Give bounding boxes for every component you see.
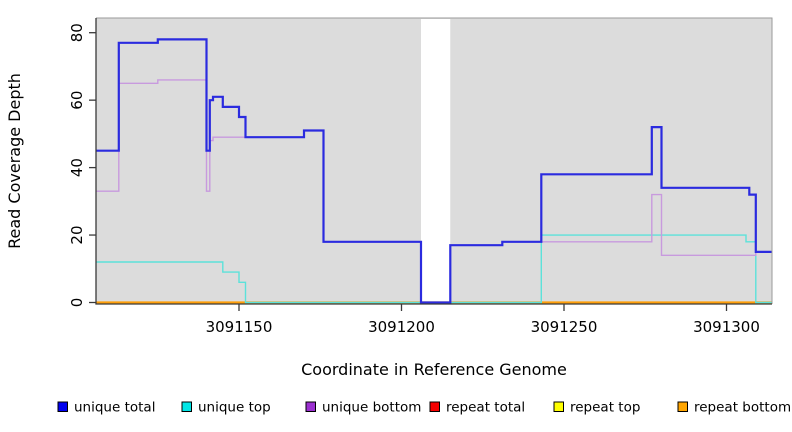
x-tick-label: 3091250 xyxy=(531,318,598,336)
legend-label-unique-bottom: unique bottom xyxy=(322,400,421,416)
legend-label-repeat-bottom: repeat bottom xyxy=(694,400,791,416)
x-tick-label: 3091150 xyxy=(206,318,273,336)
panel-border-topright xyxy=(96,17,773,304)
legend-swatch-repeat-top xyxy=(553,401,564,412)
series-layer xyxy=(96,38,772,304)
gap-region xyxy=(421,19,451,303)
y-tick-label: 40 xyxy=(68,158,86,177)
x-tick-label: 3091300 xyxy=(693,318,760,336)
panel-border-axes xyxy=(95,18,772,305)
legend-item-repeat-top: repeat top xyxy=(553,400,640,416)
y-axis-title: Read Coverage Depth xyxy=(5,73,24,249)
legend-swatch-unique-total xyxy=(57,401,68,412)
legend-item-repeat-total: repeat total xyxy=(429,400,525,416)
legend-item-repeat-bottom: repeat bottom xyxy=(677,400,791,416)
y-tick-label: 0 xyxy=(68,298,86,308)
legend-swatch-unique-bottom xyxy=(305,401,316,412)
legend-swatch-repeat-total xyxy=(429,401,440,412)
axis-layer: 3091150 3091200 3091250 3091300 0 20 40 60 80 xyxy=(68,17,773,336)
plot-panel-layer xyxy=(96,18,772,304)
legend-swatch-unique-top xyxy=(181,401,192,412)
legend-swatch-repeat-bottom xyxy=(677,401,688,412)
legend-item-unique-total: unique total xyxy=(57,400,155,416)
legend-label-repeat-total: repeat total xyxy=(446,400,525,416)
series-unique-total xyxy=(96,38,772,304)
legend-item-unique-top: unique top xyxy=(181,400,271,416)
legend: unique total unique top unique bottom repea… xyxy=(57,400,791,416)
legend-item-unique-bottom: unique bottom xyxy=(305,400,421,416)
legend-label-unique-total: unique total xyxy=(74,400,155,416)
x-tick-label: 3091200 xyxy=(368,318,435,336)
x-axis-title: Coordinate in Reference Genome xyxy=(301,360,567,379)
legend-label-repeat-top: repeat top xyxy=(570,400,640,416)
y-tick-label: 80 xyxy=(68,23,86,42)
y-tick-label: 20 xyxy=(68,226,86,245)
y-tick-label: 60 xyxy=(68,91,86,110)
series-unique-top xyxy=(96,234,772,304)
legend-label-unique-top: unique top xyxy=(198,400,271,416)
